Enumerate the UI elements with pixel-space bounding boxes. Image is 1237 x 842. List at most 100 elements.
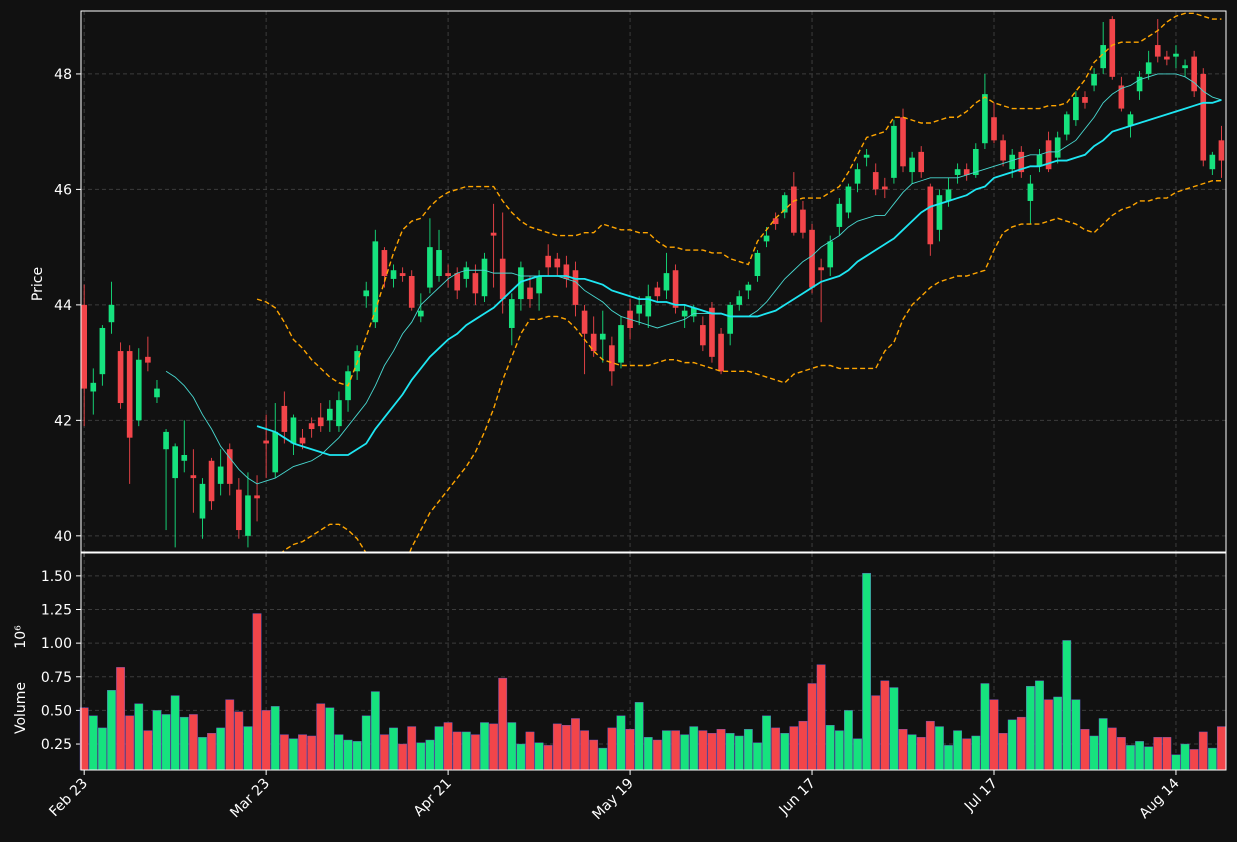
candle-body — [390, 270, 397, 279]
volume-bar — [1144, 746, 1154, 771]
volume-bar — [762, 715, 771, 771]
indicator-line — [256, 99, 1222, 456]
candle-body — [918, 151, 925, 173]
volume-bar — [880, 680, 890, 771]
candle-body — [554, 258, 561, 268]
volume-bar — [270, 706, 280, 771]
volume-bar — [953, 730, 962, 771]
candle-body — [818, 267, 824, 271]
volume-bar — [88, 715, 98, 771]
candle-body — [991, 117, 997, 141]
y-tick-label: 40 — [54, 529, 72, 545]
volume-bar — [998, 733, 1008, 771]
candle-body — [126, 351, 133, 438]
volume-bar — [343, 739, 353, 771]
volume-bar — [616, 715, 626, 771]
candle-body — [745, 284, 752, 291]
volume-bar — [471, 734, 480, 771]
candle-body — [618, 325, 624, 363]
volume-bar — [434, 726, 444, 771]
candle-body — [508, 299, 515, 328]
volume-bar — [380, 734, 389, 771]
candle-body — [81, 304, 88, 389]
candle-body — [672, 270, 679, 308]
candle-body — [845, 186, 852, 213]
volume-bar — [707, 733, 717, 771]
candle-body — [754, 252, 761, 277]
candle-body — [299, 437, 306, 444]
candle-body — [499, 258, 506, 300]
candle-body — [399, 273, 406, 277]
candle-body — [381, 250, 388, 277]
volume-bar — [370, 691, 380, 771]
volume-bar — [925, 720, 935, 771]
y-tick-label: 1.50 — [41, 569, 72, 585]
volume-bar — [844, 710, 853, 771]
candle-body — [881, 186, 888, 190]
volume-bar — [652, 739, 662, 771]
volume-bar — [298, 734, 307, 771]
volume-bar — [143, 730, 153, 771]
volume-bar — [853, 738, 862, 771]
volume-bar — [798, 720, 808, 771]
candle-body — [1182, 65, 1188, 69]
indicator-line — [281, 180, 1222, 552]
volume-bar — [862, 572, 872, 771]
candle-body — [163, 431, 169, 450]
candle-body — [763, 235, 770, 242]
volume-bar — [562, 725, 571, 771]
candle-body — [327, 408, 333, 421]
volume-bar — [116, 667, 125, 771]
volume-bar — [516, 743, 526, 771]
candle-body — [1018, 151, 1025, 173]
candle-body — [90, 382, 97, 392]
volume-bar — [816, 664, 826, 771]
candle-body — [863, 154, 870, 158]
candle-body — [1073, 97, 1079, 121]
candle-body — [718, 333, 724, 372]
volume-bar — [407, 726, 417, 771]
candle-body — [472, 273, 479, 294]
candle-body — [781, 195, 788, 213]
volume-bar — [307, 735, 317, 771]
volume-bar — [416, 742, 426, 771]
volume-bar — [962, 738, 972, 771]
price-axis-label: Price — [30, 267, 46, 301]
candle-body — [1145, 62, 1152, 74]
volume-bar — [325, 707, 335, 771]
indicator-lines — [165, 12, 1222, 552]
candle-body — [663, 273, 670, 291]
candle-body — [963, 169, 970, 175]
volume-bar — [352, 741, 362, 771]
volume-bar — [898, 729, 908, 771]
candle-body — [245, 495, 251, 536]
y-tick-label: 42 — [54, 413, 72, 429]
volume-bar — [907, 734, 917, 771]
volume-bar — [179, 716, 189, 771]
volume-bar — [743, 729, 753, 771]
volume-bar — [1153, 737, 1163, 771]
volume-bar — [689, 726, 699, 771]
volume-bar — [989, 699, 999, 771]
candle-body — [1164, 56, 1170, 60]
y-tick-label: 46 — [54, 182, 72, 198]
volume-bar — [1026, 685, 1035, 771]
candle-body — [1036, 154, 1043, 167]
y-tick-label: 0.50 — [41, 703, 72, 719]
volume-bar — [980, 683, 990, 771]
volume-bar — [825, 725, 835, 771]
candle-body — [836, 203, 843, 227]
candle-body — [599, 333, 606, 340]
volume-bar — [97, 727, 107, 771]
candle-body — [427, 247, 433, 288]
volume-bar — [525, 731, 535, 771]
candle-body — [236, 489, 242, 531]
volume-bar — [252, 613, 262, 771]
candle-body — [445, 273, 451, 277]
volume-bar — [543, 745, 553, 771]
candle-body — [891, 125, 897, 178]
candle-body — [872, 172, 879, 190]
volume-bar — [443, 722, 453, 771]
volume-bar — [935, 726, 944, 771]
candle-body — [854, 169, 861, 184]
